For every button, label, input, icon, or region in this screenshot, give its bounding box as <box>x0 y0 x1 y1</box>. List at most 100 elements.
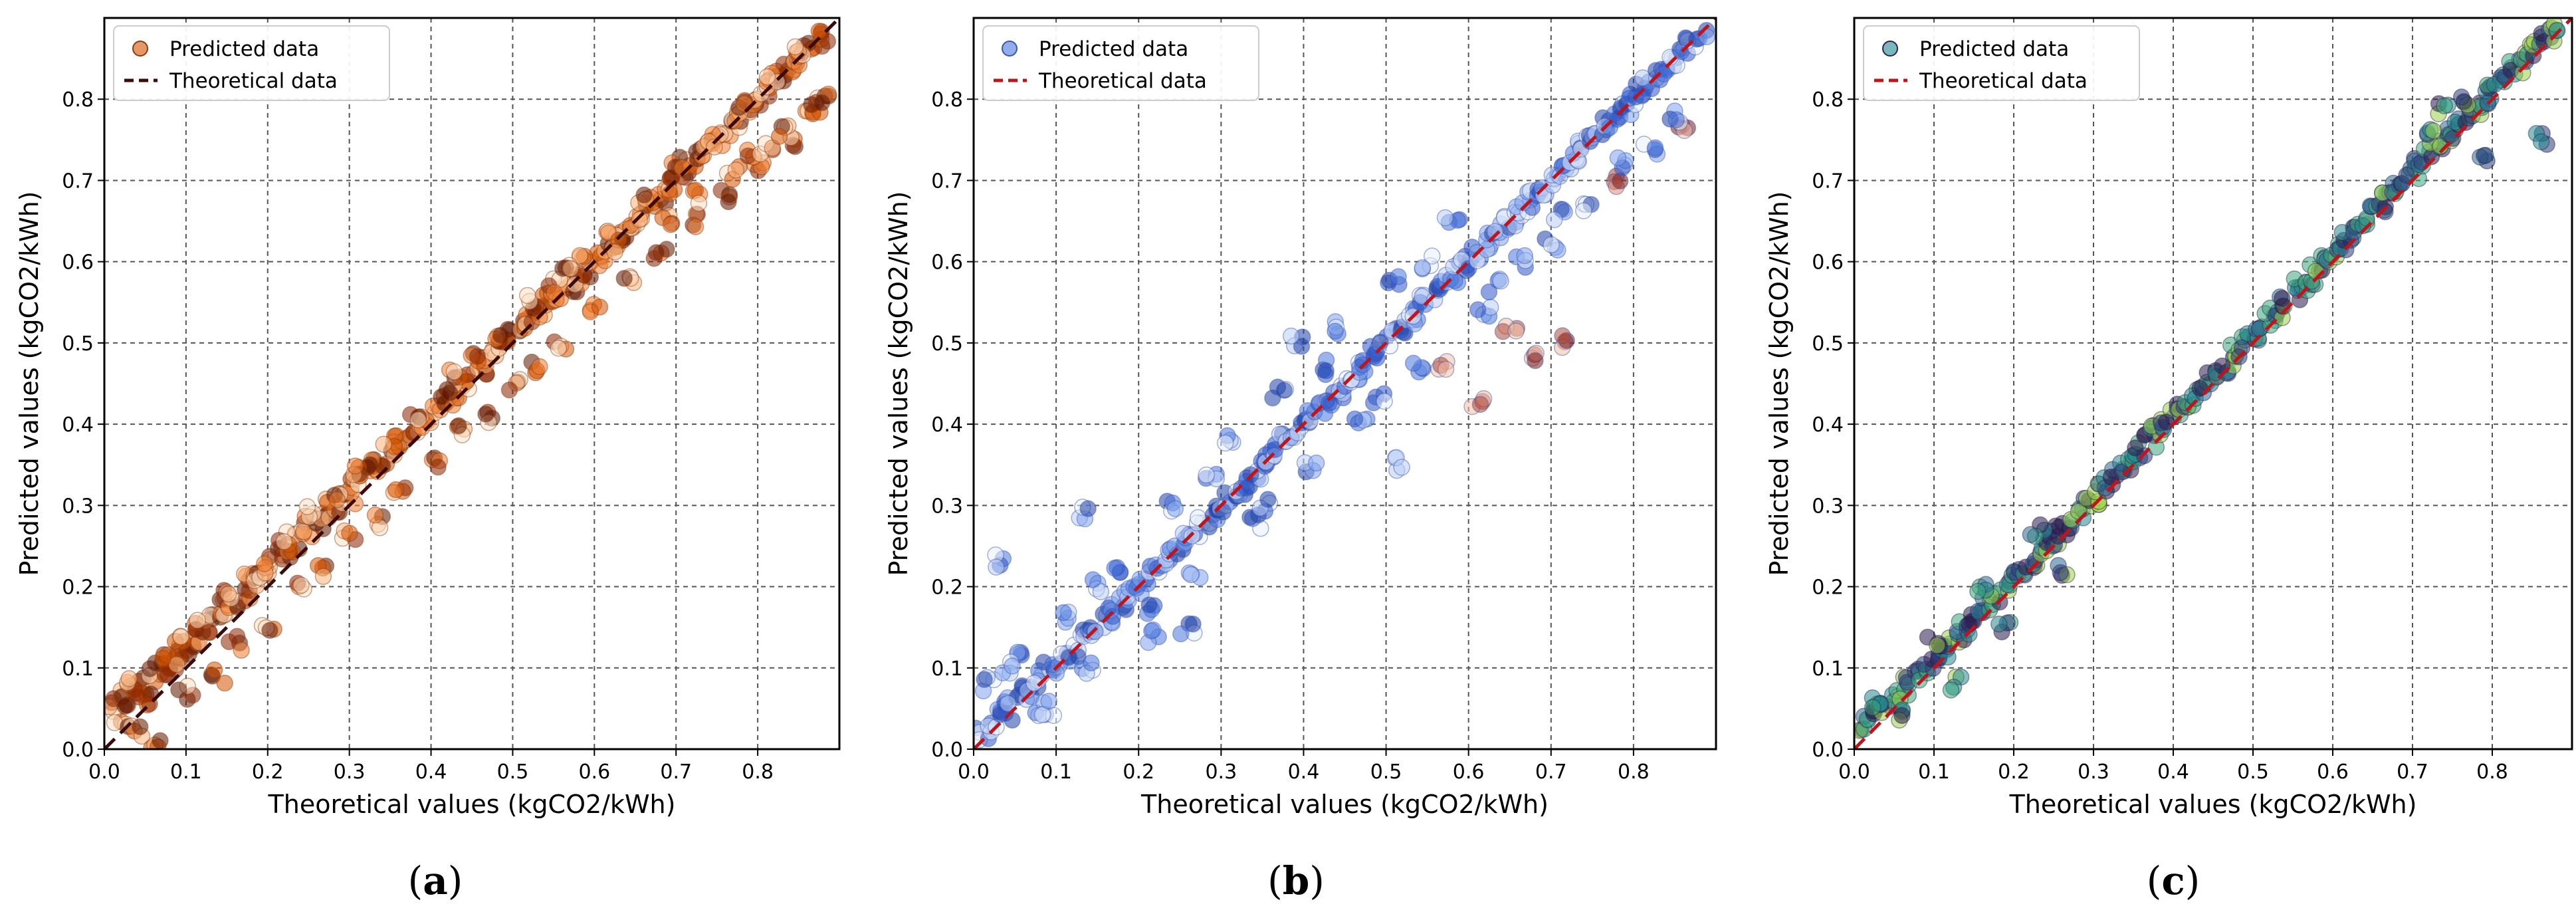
y-tick-label: 0.8 <box>62 88 94 112</box>
x-tick-label: 0.3 <box>2078 760 2109 784</box>
data-point <box>550 340 568 357</box>
legend-box <box>1863 25 2140 101</box>
data-point <box>261 622 278 639</box>
x-tick-label: 0.6 <box>2317 760 2349 784</box>
data-point <box>1436 209 1454 227</box>
y-tick-label: 0.6 <box>931 251 963 275</box>
theoretical-line <box>104 18 839 749</box>
axes-frame <box>972 17 1717 750</box>
data-point <box>1471 396 1489 413</box>
legend-label-predicted: Predicted data <box>169 37 319 61</box>
data-point <box>591 298 609 316</box>
data-point <box>1554 327 1571 344</box>
data-point <box>292 576 310 594</box>
data-point <box>1327 322 1344 340</box>
data-point <box>988 558 1005 576</box>
data-point <box>1216 434 1234 452</box>
legend: Predicted data Theoretical data <box>1863 25 2140 101</box>
data-point <box>1864 699 1881 716</box>
data-point <box>1667 111 1685 128</box>
data-point <box>314 568 332 585</box>
data-point <box>1393 459 1410 476</box>
data-point <box>1486 223 1504 241</box>
data-point <box>606 243 623 261</box>
x-tick-label: 0.1 <box>170 760 202 784</box>
data-point <box>1609 149 1627 167</box>
x-tick-label: 0.4 <box>1288 760 1320 784</box>
x-tick-label: 0.2 <box>252 760 284 784</box>
data-point <box>445 363 463 381</box>
x-tick-label: 0.7 <box>660 760 692 784</box>
data-point <box>429 458 447 476</box>
data-point <box>645 249 663 267</box>
data-point <box>687 218 704 235</box>
data-point <box>1182 566 1200 584</box>
data-point <box>1198 466 1215 484</box>
y-tick-label: 0.4 <box>62 413 94 437</box>
data-point <box>1390 268 1407 285</box>
data-point <box>341 524 358 542</box>
x-tick-label: 0.4 <box>415 760 447 784</box>
data-point <box>441 384 459 402</box>
data-point <box>662 216 680 233</box>
data-point <box>1575 202 1592 219</box>
data-point <box>2191 380 2208 397</box>
data-point <box>2052 564 2070 582</box>
y-axis-title: Predicted values (kgCO2/kWh) <box>884 191 913 576</box>
data-point <box>1282 327 1300 345</box>
x-tick-label: 0.1 <box>1918 760 1950 784</box>
data-point <box>1543 236 1560 253</box>
data-point <box>1092 583 1110 600</box>
y-tick-label: 0.2 <box>1812 576 1844 600</box>
data-point <box>2377 203 2394 221</box>
y-tick-label: 0.8 <box>931 88 963 112</box>
data-point <box>189 612 206 629</box>
y-tick-label: 0.5 <box>931 332 963 356</box>
data-point <box>1079 500 1097 517</box>
y-tick-label: 0.0 <box>931 739 963 762</box>
data-point <box>492 326 510 344</box>
data-point <box>1646 139 1664 157</box>
panel-caption: (b) <box>1267 858 1325 903</box>
data-point <box>1293 338 1311 355</box>
x-tick-label: 0.0 <box>1838 760 1870 784</box>
legend-label-predicted: Predicted data <box>1039 37 1188 61</box>
legend-marker-predicted <box>132 41 148 57</box>
data-point <box>562 260 580 277</box>
data-point <box>120 670 138 687</box>
data-point <box>615 269 633 287</box>
data-point <box>1469 301 1487 318</box>
data-point <box>500 381 518 399</box>
data-point <box>275 532 293 550</box>
data-point <box>1507 322 1525 340</box>
data-point <box>1437 360 1455 378</box>
data-point <box>1166 500 1184 518</box>
data-point <box>2424 122 2442 140</box>
data-point <box>1184 615 1202 633</box>
data-point <box>531 358 548 376</box>
data-point <box>1307 454 1325 472</box>
data-point <box>366 506 384 524</box>
data-point <box>2549 21 2566 39</box>
y-tick-label: 0.5 <box>62 332 94 356</box>
y-tick-label: 0.2 <box>62 576 94 600</box>
data-point <box>571 247 589 265</box>
data-point <box>220 633 238 651</box>
data-point <box>375 435 393 453</box>
x-tick-label: 0.6 <box>578 760 610 784</box>
data-point <box>233 641 250 659</box>
y-tick-label: 0.2 <box>931 576 963 600</box>
x-axis-title: Theoretical values (kgCO2/kWh) <box>2009 790 2417 819</box>
data-point <box>2398 166 2415 184</box>
data-point <box>1414 259 1432 277</box>
data-point <box>255 555 273 572</box>
x-tick-label: 0.7 <box>2397 760 2428 784</box>
data-point <box>2532 133 2550 150</box>
y-tick-label: 0.8 <box>1812 88 1844 112</box>
x-tick-label: 0.4 <box>2157 760 2189 784</box>
y-tick-label: 0.0 <box>62 739 94 762</box>
data-point <box>1404 354 1422 372</box>
x-tick-label: 0.1 <box>1040 760 1072 784</box>
y-tick-label: 0.7 <box>931 170 963 193</box>
legend: Predicted data Theoretical data <box>982 25 1259 101</box>
